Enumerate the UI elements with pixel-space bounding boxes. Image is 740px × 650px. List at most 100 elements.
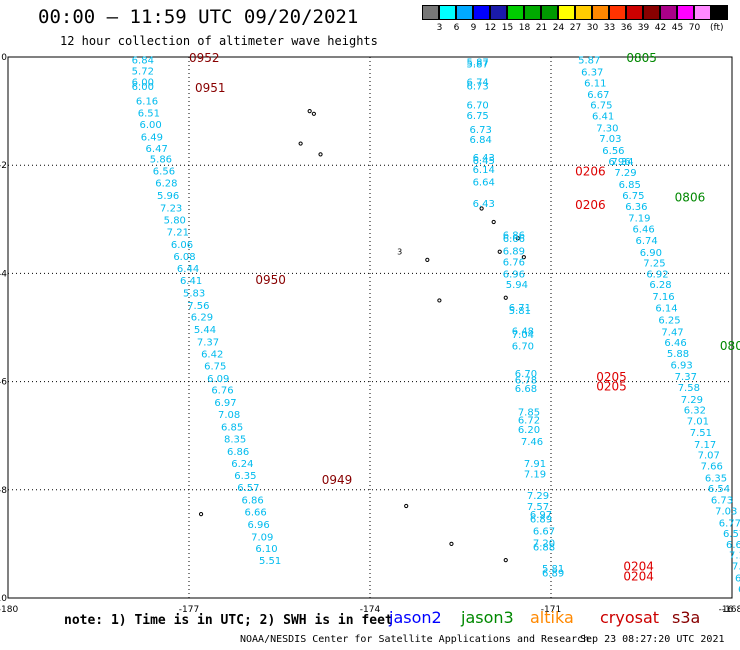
wave-height-value: 7.37 bbox=[675, 372, 697, 383]
x-tick-label: -180 bbox=[0, 605, 18, 615]
legend-swatch bbox=[507, 5, 524, 20]
wave-height-value: 6.28 bbox=[155, 179, 177, 190]
wave-height-value: 6.73 bbox=[711, 496, 733, 507]
wave-height-value: 6.70 bbox=[515, 369, 537, 380]
wave-height-value: 6.70 bbox=[512, 341, 534, 352]
island-outline bbox=[298, 141, 303, 146]
pass-time-label: 0949 bbox=[322, 473, 353, 487]
wave-height-value: 6.68 bbox=[515, 384, 537, 395]
pass-time-label: 0206 bbox=[575, 198, 606, 212]
wave-height-value: 6.41 bbox=[180, 276, 202, 287]
island-outline bbox=[449, 541, 454, 547]
wave-height-value: 7.03 bbox=[715, 506, 737, 517]
wave-height-value: 7.91 bbox=[524, 459, 546, 470]
wave-height-value: 6.14 bbox=[655, 303, 677, 314]
wave-height-value: 6.25 bbox=[658, 315, 680, 326]
wave-height-value: 7.57 bbox=[527, 502, 549, 513]
y-tick-label: 0 bbox=[1, 53, 7, 63]
wave-height-value: 6.74 bbox=[467, 77, 489, 88]
legend-swatch bbox=[473, 5, 490, 20]
wave-height-value: 6.16 bbox=[136, 96, 158, 107]
wave-height-value: 6.51 bbox=[138, 109, 160, 120]
legend-swatch bbox=[422, 5, 439, 20]
pass-time-label: 0205 bbox=[596, 379, 627, 393]
legend-label: 39 bbox=[637, 23, 650, 33]
wave-height-value: 5.88 bbox=[667, 349, 689, 360]
mission-label: s3a bbox=[672, 608, 701, 627]
wave-height-value: 5.81 bbox=[542, 564, 564, 575]
wave-height-value: 6.76 bbox=[503, 257, 525, 268]
legend-label: 3 bbox=[436, 23, 443, 33]
wave-height-value: 6.37 bbox=[581, 68, 603, 79]
wave-height-value: 6.24 bbox=[231, 459, 253, 470]
wave-height-value: 6.76 bbox=[211, 386, 233, 397]
wave-height-value: 6.56 bbox=[602, 146, 624, 157]
wave-height-value: 6.08 bbox=[173, 252, 195, 263]
wave-height-value: 7.20 bbox=[533, 538, 555, 549]
wave-height-value: 5.96 bbox=[157, 191, 179, 202]
chart-title: 00:00 – 11:59 UTC 09/20/2021 bbox=[38, 6, 359, 28]
mission-label: altika bbox=[530, 608, 574, 627]
wave-height-value: 7.03 bbox=[599, 134, 621, 145]
generation-timestamp: Sep 23 08:27:20 UTC 2021 bbox=[580, 634, 725, 645]
island-outline bbox=[311, 111, 316, 116]
wave-height-value: 6.73 bbox=[467, 82, 489, 93]
pass-time-label: 0205 bbox=[596, 370, 627, 384]
wave-height-value: 6.23 bbox=[738, 584, 740, 595]
wave-height-value: 6.61 bbox=[726, 540, 740, 551]
legend-swatch bbox=[643, 5, 660, 20]
wave-height-value: 6.78 bbox=[515, 375, 537, 386]
pass-time-label: 0952 bbox=[189, 51, 220, 65]
wave-height-value: 6.43 bbox=[473, 153, 495, 164]
credit-line: NOAA/NESDIS Center for Satellite Applica… bbox=[240, 634, 590, 645]
wave-height-value: 6.88 bbox=[533, 543, 555, 554]
legend-label: 27 bbox=[569, 23, 582, 33]
wave-height-value: 6.74 bbox=[635, 236, 657, 247]
legend-label: 70 bbox=[688, 23, 701, 33]
wave-height-value: 5.81 bbox=[509, 306, 531, 317]
legend-label: 6 bbox=[453, 23, 460, 33]
wave-height-value: 7.46 bbox=[521, 437, 543, 448]
legend-swatch bbox=[541, 5, 558, 20]
wave-height-value: 6.86 bbox=[241, 496, 263, 507]
wave-height-value: 5.87 bbox=[467, 57, 489, 68]
wave-height-value: 5.87 bbox=[578, 56, 600, 67]
wave-height-value: 6.70 bbox=[467, 101, 489, 112]
legend-swatch bbox=[609, 5, 626, 20]
wave-height-value: 6.75 bbox=[622, 191, 644, 202]
wave-height-value: 6.89 bbox=[530, 514, 552, 525]
wave-height-value: 6.45 bbox=[473, 156, 495, 167]
wave-height-value: 5.87 bbox=[467, 59, 489, 70]
legend-label: 42 bbox=[654, 23, 667, 33]
wave-height-value: 6.97 bbox=[530, 510, 552, 521]
legend-swatch bbox=[660, 5, 677, 20]
x-tick-label: -16 bbox=[719, 605, 734, 615]
wave-height-value: 6.35 bbox=[234, 471, 256, 482]
wave-height-value: 6.00 bbox=[132, 77, 154, 88]
wave-height-value: 7.08 bbox=[218, 410, 240, 421]
wave-height-value: 5.94 bbox=[506, 280, 528, 291]
chart-subtitle: 12 hour collection of altimeter wave hei… bbox=[60, 34, 378, 48]
x-tick-label: -168 bbox=[722, 605, 740, 615]
wave-height-value: 6.66 bbox=[245, 507, 267, 518]
island-outline bbox=[318, 152, 323, 157]
wave-height-value: 6.46 bbox=[632, 224, 654, 235]
wave-height-value: 7.51 bbox=[690, 428, 712, 439]
pass-time-label: 0951 bbox=[195, 81, 226, 95]
legend-label: 15 bbox=[501, 23, 514, 33]
pass-time-label: 0206 bbox=[575, 165, 606, 179]
wave-height-value: 6.11 bbox=[584, 78, 606, 89]
wave-height-value: 7.30 bbox=[596, 123, 618, 134]
wave-height-value: 7.15 bbox=[729, 551, 740, 562]
wave-height-value: 7.47 bbox=[661, 327, 683, 338]
wave-height-value: 6.06 bbox=[171, 240, 193, 251]
wave-height-value: 7.29 bbox=[681, 395, 703, 406]
wave-height-value: 7.17 bbox=[694, 440, 716, 451]
x-tick-label: -174 bbox=[360, 605, 381, 615]
wave-height-value: 6.44 bbox=[177, 264, 199, 275]
pass-time-label: 0805 bbox=[626, 51, 657, 65]
wave-height-value: 5.72 bbox=[132, 67, 154, 78]
island-outline bbox=[503, 295, 508, 300]
legend-label: 33 bbox=[603, 23, 616, 33]
wave-height-value: 6.72 bbox=[518, 415, 540, 426]
